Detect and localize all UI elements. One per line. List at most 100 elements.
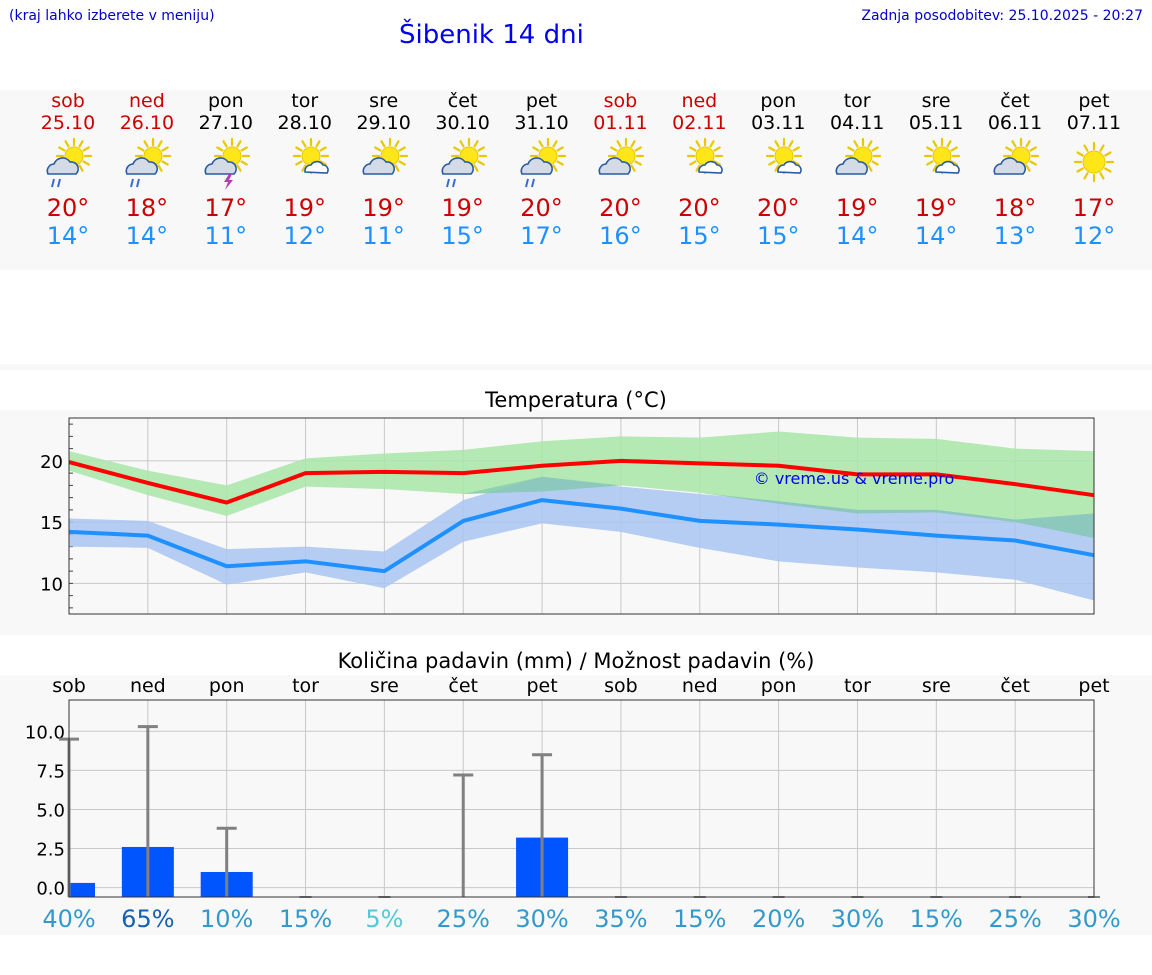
sun-cloud-thunder-icon (204, 138, 250, 190)
cloud-shape (698, 160, 724, 174)
x-day-label: čet (448, 675, 478, 697)
cloud-shape (46, 157, 80, 175)
cloud-shape (599, 157, 632, 175)
sun-small-cloud-icon (687, 138, 724, 175)
day-name: pon (207, 90, 244, 112)
precip-probability: 40% (42, 905, 95, 933)
day-date: 02.11 (672, 112, 727, 134)
y-tick-label: 5.0 (36, 800, 65, 821)
day-date: 05.11 (908, 112, 964, 134)
precip-probability: 5% (365, 905, 403, 933)
sun-small-cloud-icon (766, 138, 803, 175)
sun-small-cloud-icon (924, 138, 961, 175)
raindrop (135, 178, 140, 188)
max-temp: 20° (678, 194, 721, 222)
min-temp: 11° (204, 222, 248, 250)
sun-shape (845, 138, 882, 175)
cloud-shape (935, 160, 960, 174)
min-temp: 12° (283, 222, 327, 250)
plot-frame (68, 417, 1095, 615)
sun-shape (1073, 141, 1115, 183)
day-date: 06.11 (987, 112, 1043, 134)
min-temp: 16° (599, 222, 642, 250)
cloud-shape (835, 157, 869, 175)
day-name: čet (1000, 90, 1030, 112)
day-date: 01.11 (593, 112, 648, 134)
max-temp: 19° (835, 194, 879, 222)
y-tick-label: 2.5 (36, 840, 65, 861)
x-day-label: sre (922, 675, 951, 697)
max-temp: 19° (362, 194, 405, 222)
page-title: Šibenik 14 dni (399, 20, 584, 50)
precip-probability: 15% (910, 905, 963, 933)
temperature-chart: 10 15 20 © vreme.us & vreme.pro (40, 417, 1095, 615)
precip-probability: 25% (988, 905, 1041, 933)
precip-probability: 30% (1067, 905, 1120, 933)
max-temp: 20° (756, 194, 800, 222)
raindrop (451, 178, 456, 188)
day-forecast: sre 05.11 19° 14° (896, 90, 976, 250)
y-tick-label: 7.5 (36, 761, 65, 782)
x-day-label: pon (761, 675, 797, 697)
x-day-label: pon (209, 675, 245, 697)
day-forecast: sre 29.10 19° 11° (344, 90, 424, 250)
watermark: © vreme.us & vreme.pro (754, 469, 955, 488)
raindrop (129, 178, 134, 188)
precipitation-chart-title: Količina padavin (mm) / Možnost padavin … (337, 649, 815, 673)
max-temp: 20° (46, 194, 90, 222)
min-temp: 15° (678, 222, 721, 250)
sun-cloud-rain-icon (520, 138, 566, 188)
day-forecast: ned 26.10 18° 14° (107, 90, 187, 250)
max-temp: 19° (914, 194, 958, 222)
sun-cloud-rain-icon (125, 138, 172, 188)
day-name: ned (681, 90, 718, 112)
cloud-shape (993, 157, 1027, 175)
day-forecast: tor 04.11 19° 14° (817, 90, 897, 250)
last-updated: Zadnja posodobitev: 25.10.2025 - 20:27 (861, 8, 1143, 24)
max-temp: 17° (1072, 194, 1116, 222)
plot-area (69, 700, 1094, 897)
x-day-label: pet (526, 675, 557, 697)
min-temp: 14° (914, 222, 958, 250)
cloud-shape (204, 157, 237, 175)
day-name: sob (603, 90, 638, 112)
sun-cloud-icon (599, 138, 645, 175)
temperature-chart-title: Temperatura (°C) (485, 388, 667, 412)
x-day-label: ned (682, 675, 718, 697)
day-name: pet (525, 90, 558, 112)
day-name: ned (129, 90, 165, 112)
precip-probability: 10% (200, 905, 253, 933)
y-tick-label: 15 (40, 513, 63, 534)
day-name: čet (447, 90, 478, 112)
day-date: 07.11 (1066, 112, 1122, 134)
sun-icon (1073, 141, 1115, 183)
x-day-label: čet (1000, 675, 1030, 697)
sun-cloud-rain-icon (441, 138, 487, 188)
day-forecast: pon 03.11 20° 15° (738, 90, 818, 250)
precip-bar (69, 882, 95, 897)
x-day-label: pet (1078, 675, 1109, 697)
min-range-band (69, 476, 1094, 601)
x-day-label: tor (844, 675, 871, 697)
separator (0, 364, 1152, 370)
precip-probability: 30% (515, 905, 568, 933)
x-day-label: sre (370, 675, 399, 697)
daily-forecast-strip: sob 25.10 20° 14° ned 26.10 18° 14° pon 27.10 17° 1… (0, 90, 1152, 270)
sun-cloud-icon (835, 138, 882, 175)
max-temp: 19° (283, 194, 327, 222)
day-date: 27.10 (198, 112, 254, 134)
cloud-shape (303, 160, 329, 174)
raindrop (445, 178, 450, 188)
x-day-label: sob (604, 675, 638, 697)
min-temp: 15° (441, 222, 484, 250)
min-temp: 11° (362, 222, 405, 250)
lightning (223, 174, 233, 190)
day-forecast: čet 06.11 18° 13° (975, 90, 1055, 250)
overlap-band (69, 470, 1094, 539)
min-temp: 15° (756, 222, 800, 250)
min-temp: 12° (1072, 222, 1116, 250)
day-name: sob (51, 90, 85, 112)
day-forecast: pet 31.10 20° 17° (502, 90, 582, 250)
y-tick-label: 10 (40, 574, 63, 595)
day-name: pet (1078, 90, 1110, 112)
